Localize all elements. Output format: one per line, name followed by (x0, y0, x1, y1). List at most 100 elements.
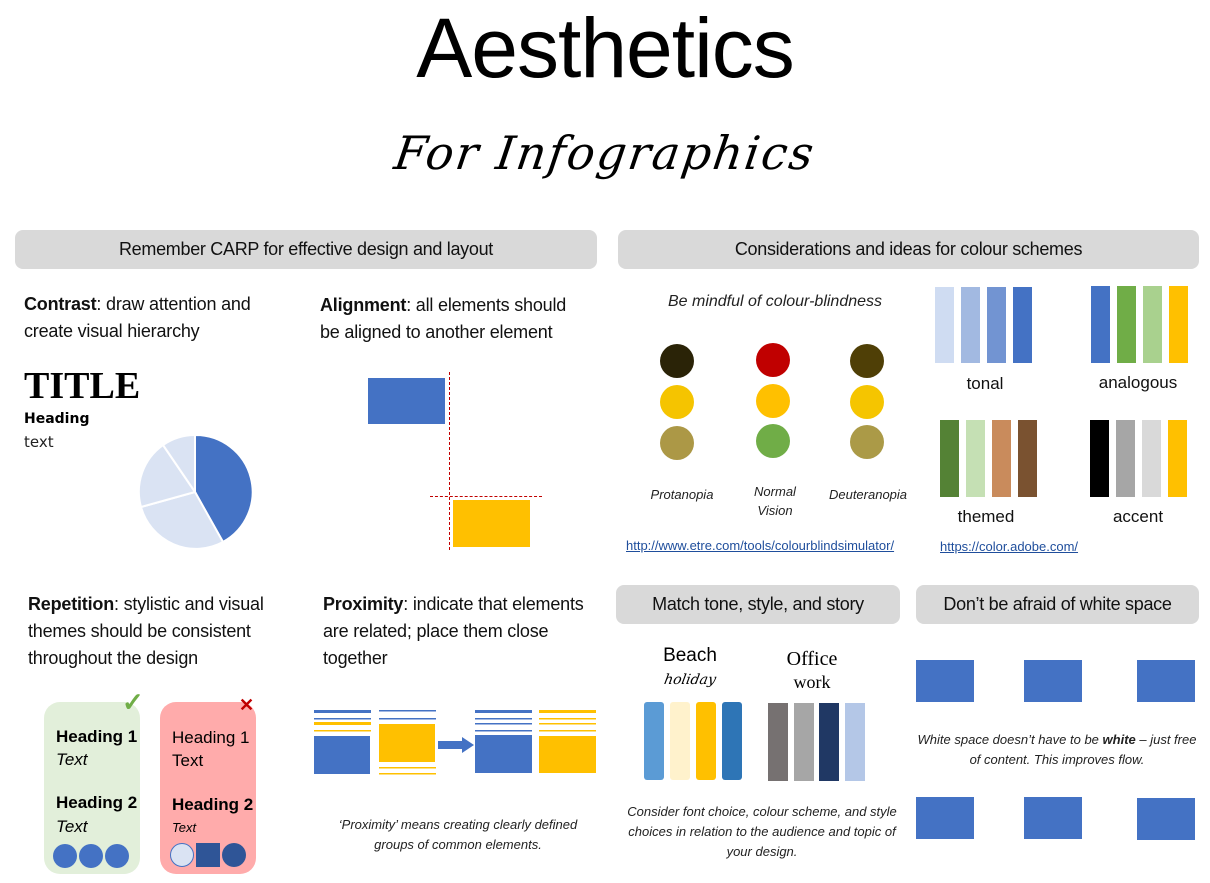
bad-card-heading-1: Heading 1 (172, 728, 250, 747)
repetition-term: Repetition (28, 594, 114, 614)
beach-subtitle: holiday (662, 672, 718, 688)
accent-swatch (1142, 420, 1161, 497)
repetition-description: Repetition: stylistic and visual themes … (28, 591, 288, 672)
beach-swatch (722, 702, 742, 780)
bad-card-text-1: Text (172, 751, 204, 770)
analogous-swatch (1091, 286, 1110, 363)
check-icon: ✓ (122, 687, 144, 717)
scheme-label-accent: accent (1112, 507, 1164, 526)
normal-dot-3 (756, 424, 790, 458)
proximity-description: Proximity: indicate that elements are re… (323, 591, 598, 672)
accent-swatch (1116, 420, 1135, 497)
contrast-description: Contrast: draw attention and create visu… (24, 291, 284, 345)
analogous-swatch (1117, 286, 1136, 363)
accent-swatch (1168, 420, 1187, 497)
deuteranopia-dot-2 (850, 385, 884, 419)
bad-card-heading-2: Heading 2 (172, 795, 254, 814)
proximity-text: : indicate that elements are related; pl… (323, 594, 584, 668)
normal-dot-2 (756, 384, 790, 418)
repetition-bad-card: Heading 1 Text Heading 2 Text (160, 702, 256, 874)
tonal-swatch (961, 287, 980, 363)
bad-card-square (196, 843, 220, 867)
deuteranopia-dot-3 (850, 425, 884, 459)
themed-swatch (992, 420, 1011, 497)
good-card-circle (53, 844, 77, 868)
office-swatch (768, 703, 788, 781)
whitespace-box (1137, 660, 1195, 702)
good-card-circle (105, 844, 129, 868)
themed-swatch (940, 420, 959, 497)
bad-card-light-circle (170, 843, 194, 867)
repetition-good-card: Heading 1 Text Heading 2 Text (44, 702, 140, 874)
cross-icon: ✕ (239, 695, 255, 715)
accent-swatch (1090, 420, 1109, 497)
repetition-text: : stylistic and visual themes should be … (28, 594, 264, 668)
contrast-sample-heading: Heading (24, 411, 90, 427)
normal-dot-1 (756, 343, 790, 377)
colourblind-simulator-link[interactable]: http://www.etre.com/tools/colourblindsim… (626, 538, 895, 553)
office-swatch (793, 703, 814, 781)
bad-card-text-2: Text (172, 820, 197, 835)
protanopia-label: Protanopia (650, 487, 714, 502)
analogous-swatch (1143, 286, 1162, 363)
whitespace-caption: White space doesn’t have to be white – j… (912, 730, 1202, 770)
alignment-guide-horizontal (430, 496, 542, 497)
beach-swatch (696, 702, 716, 780)
tone-caption: Consider font choice, colour scheme, and… (627, 804, 897, 859)
tonal-swatch (935, 287, 954, 363)
whitespace-caption-bold: white (1102, 732, 1136, 747)
bad-card-dark-circle (222, 843, 246, 867)
good-card-text-1: Text (56, 750, 88, 769)
alignment-guide-vertical (449, 372, 450, 550)
good-card-heading-2: Heading 2 (56, 793, 138, 812)
beach-swatch (670, 702, 690, 780)
deuteranopia-label: Deuteranopia (828, 487, 908, 502)
whitespace-box (1137, 798, 1195, 840)
contrast-sample-text: text (24, 433, 54, 451)
adobe-color-link[interactable]: https://color.adobe.com/ (940, 539, 1079, 554)
colour-blind-heading: Be mindful of colour-blindness (667, 293, 883, 310)
contrast-sample-title: TITLE (24, 365, 141, 407)
good-card-circle (79, 844, 103, 868)
whitespace-caption-post: – just free of content. This improves fl… (969, 732, 1197, 767)
protanopia-dot-3 (660, 426, 694, 460)
alignment-box-blue (368, 378, 445, 424)
contrast-term: Contrast (24, 294, 97, 314)
good-card-heading-1: Heading 1 (56, 727, 138, 746)
proximity-term: Proximity (323, 594, 404, 614)
carp-banner: Remember CARP for effective design and l… (15, 230, 597, 269)
good-card-text-2: Text (56, 817, 88, 836)
contrast-pie-chart (137, 434, 253, 550)
whitespace-caption-pre: White space doesn’t have to be (917, 732, 1103, 747)
proximity-diagram (314, 710, 596, 775)
whitespace-box (1024, 660, 1082, 702)
colour-banner: Considerations and ideas for colour sche… (618, 230, 1199, 269)
page-title: Aesthetics (416, 1, 795, 95)
tone-banner: Match tone, style, and story (616, 585, 900, 624)
protanopia-dot-1 (660, 344, 694, 378)
tonal-swatch (987, 287, 1006, 363)
whitespace-box (1024, 797, 1082, 839)
tonal-swatch (1013, 287, 1032, 363)
whitespace-box (916, 797, 974, 839)
alignment-description: Alignment: all elements should be aligne… (320, 292, 590, 346)
alignment-box-yellow (453, 500, 530, 547)
scheme-label-themed: themed (957, 507, 1015, 526)
normal-vision-label: Normal Vision (754, 484, 796, 518)
beach-title: Beach (663, 645, 717, 666)
deuteranopia-dot-1 (850, 344, 884, 378)
alignment-text: : all elements should be aligned to anot… (320, 295, 567, 342)
whitespace-banner: Don’t be afraid of white space (916, 585, 1199, 624)
proximity-caption: ‘Proximity’ means creating clearly defin… (338, 817, 578, 852)
protanopia-dot-2 (660, 385, 694, 419)
office-subtitle: work (793, 672, 831, 692)
office-swatch (844, 703, 865, 781)
scheme-label-analogous: analogous (1098, 373, 1178, 392)
alignment-term: Alignment (320, 295, 407, 315)
whitespace-box (916, 660, 974, 702)
office-title: Office (786, 648, 838, 670)
scheme-label-tonal: tonal (966, 374, 1004, 393)
page-subtitle: For Infographics (391, 126, 819, 180)
office-swatch (819, 703, 839, 781)
analogous-swatch (1169, 286, 1188, 363)
